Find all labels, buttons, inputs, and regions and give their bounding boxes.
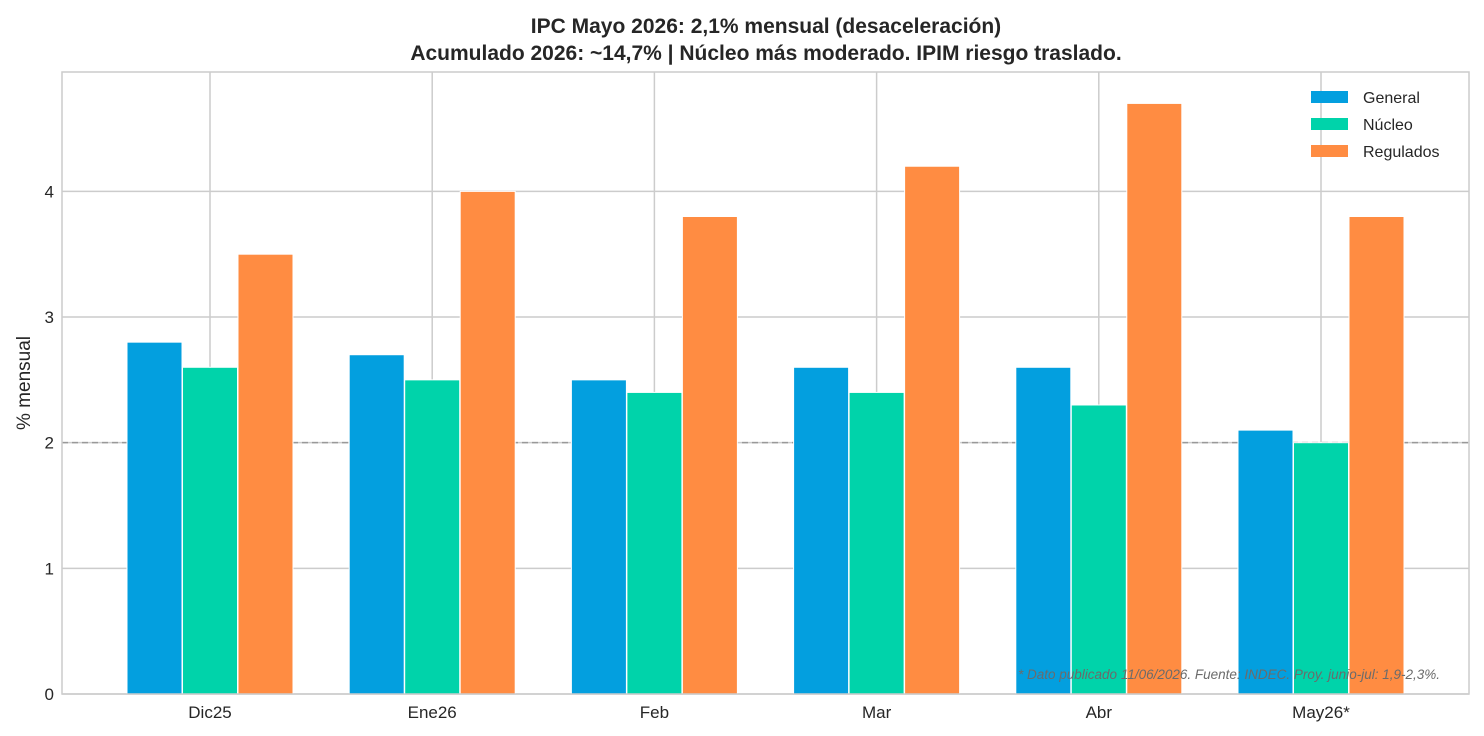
- y-tick-label: 1: [45, 559, 54, 578]
- bar-n-cleo-feb: [626, 391, 683, 695]
- y-tick-label: 0: [45, 685, 54, 704]
- bar-general-ene26: [348, 354, 405, 695]
- bar-general-dic25: [126, 341, 183, 695]
- bar-n-cleo-abr: [1070, 404, 1127, 695]
- bar-general-mar: [793, 366, 850, 695]
- chart-title: IPC Mayo 2026: 2,1% mensual (desacelerac…: [531, 15, 1001, 38]
- legend-label: General: [1363, 90, 1420, 107]
- bar-n-cleo-mar: [848, 391, 905, 695]
- bar-regulados-mar: [904, 165, 961, 695]
- bar-regulados-may26: [1348, 216, 1405, 695]
- legend: General Núcleo Regulados: [1311, 90, 1440, 161]
- bar-n-cleo-dic25: [182, 366, 238, 695]
- x-tick-label: Ene26: [408, 703, 457, 722]
- bar-n-cleo-ene26: [404, 379, 461, 695]
- bar-regulados-ene26: [459, 190, 516, 695]
- bar-general-abr: [1015, 366, 1072, 695]
- bar-regulados-feb: [681, 216, 738, 695]
- x-tick-labels: Dic25 Ene26 Feb Mar Abr May26*: [188, 703, 1350, 722]
- bar-n-cleo-may26: [1293, 442, 1349, 695]
- y-tick-label: 4: [45, 182, 54, 201]
- legend-swatch: [1311, 145, 1348, 157]
- footnote-annotation: * Dato publicado 11/06/2026. Fuente: IND…: [1018, 667, 1440, 682]
- x-tick-label: May26*: [1292, 703, 1350, 722]
- y-tick-labels: 0 1 2 3 4: [45, 182, 54, 704]
- y-tick-label: 2: [45, 434, 54, 453]
- x-tick-label: Dic25: [188, 703, 231, 722]
- x-tick-label: Feb: [640, 703, 669, 722]
- legend-swatch: [1311, 118, 1348, 130]
- bar-regulados-abr: [1126, 102, 1183, 695]
- legend-label: Regulados: [1363, 144, 1440, 161]
- legend-swatch: [1311, 91, 1348, 103]
- y-axis-label: % mensual: [14, 336, 35, 430]
- bars: [126, 102, 1405, 695]
- legend-label: Núcleo: [1363, 117, 1413, 134]
- x-tick-label: Abr: [1086, 703, 1113, 722]
- y-tick-label: 3: [45, 308, 54, 327]
- x-tick-label: Mar: [862, 703, 892, 722]
- bar-regulados-dic25: [237, 253, 294, 695]
- bar-general-feb: [570, 379, 627, 695]
- bar-general-may26: [1237, 429, 1294, 695]
- chart-subtitle: Acumulado 2026: ~14,7% | Núcleo más mode…: [410, 42, 1121, 65]
- plot-frame: [61, 71, 1470, 695]
